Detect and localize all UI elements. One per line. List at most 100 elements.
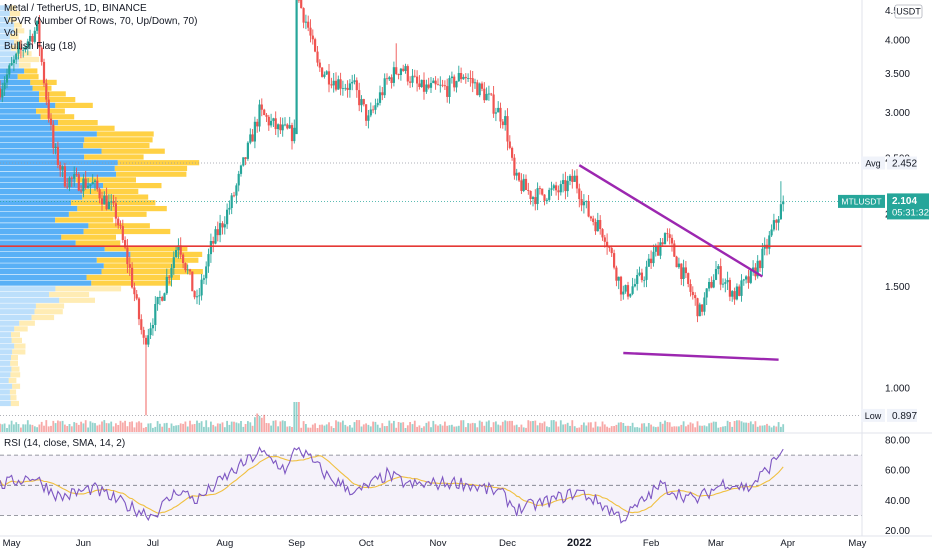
volume-bar: [274, 420, 277, 432]
time-axis[interactable]: May Jun Jul Aug Sep Oct Nov Dec 2022 Feb Mar Apr May: [0, 535, 932, 549]
volume-bar: [654, 427, 657, 432]
time-tick-label: Aug: [216, 538, 233, 549]
candle-body: [684, 267, 687, 274]
volume-bar: [13, 424, 15, 432]
avg-value: 2.452: [892, 159, 917, 170]
chart-legend[interactable]: Metal / TetherUS, 1D, BINANCE VPVR (Numb…: [4, 3, 197, 53]
vp-row-down: [36, 108, 65, 114]
candle-body: [327, 71, 331, 85]
volume-bar: [652, 426, 655, 432]
candle-body: [260, 104, 263, 110]
candle-body: [624, 285, 627, 292]
volume-bar: [307, 427, 310, 432]
vol-label[interactable]: Vol: [4, 28, 18, 40]
candle-body: [131, 267, 134, 288]
volume-bar: [89, 421, 92, 432]
volume-bar: [643, 423, 646, 432]
volume-bar: [490, 427, 493, 432]
candle-body: [756, 260, 759, 277]
candle-body: [300, 0, 303, 9]
candle-body: [307, 21, 310, 28]
volume-bar: [705, 426, 708, 432]
candle-body: [221, 223, 224, 228]
candle-body: [124, 240, 127, 248]
candle-body: [439, 84, 442, 86]
price-axis[interactable]: 1.0001.5002.0002.5003.0003.5004.0004.500…: [838, 0, 929, 537]
volume-bar: [698, 425, 701, 432]
vp-row-up: [0, 154, 85, 160]
candle-body: [710, 282, 713, 288]
candle-body: [712, 279, 715, 288]
currency-badge[interactable]: USDT: [894, 4, 923, 19]
candle-body: [518, 172, 521, 181]
candle-body: [237, 173, 240, 186]
candle-body: [302, 8, 305, 23]
volume-bar: [170, 423, 173, 432]
candle-body: [341, 88, 344, 89]
symbol-title[interactable]: Metal / TetherUS, 1D, BINANCE: [4, 3, 147, 14]
vp-row-down: [49, 291, 90, 298]
volume-bar: [552, 420, 555, 432]
volume-bar: [258, 415, 261, 432]
volume-bar: [532, 421, 534, 432]
candle-body: [768, 235, 771, 249]
volume-bar: [682, 421, 685, 432]
candle-body: [494, 112, 497, 114]
candle-body: [209, 241, 212, 255]
volume-bar: [548, 427, 551, 432]
volume-bar: [476, 427, 479, 432]
volume-bar: [629, 426, 632, 432]
volume-bar: [566, 422, 569, 432]
candle-body: [682, 267, 685, 279]
volume-bar: [24, 424, 27, 432]
vp-row-up: [0, 280, 92, 286]
volume-bar: [457, 425, 460, 432]
candle-body: [455, 81, 458, 88]
vp-row-up: [0, 28, 14, 34]
volume-bar: [444, 421, 446, 432]
candle-body: [696, 298, 699, 317]
volume-bar: [657, 426, 659, 432]
volume-bar: [235, 422, 238, 432]
candle-body: [689, 284, 692, 292]
candle-body: [348, 83, 351, 90]
volume-bar: [379, 427, 381, 432]
candle-body: [177, 245, 180, 250]
vp-row-down: [14, 28, 25, 34]
candle-body: [24, 46, 27, 50]
volume-bar: [233, 421, 235, 432]
volume-bar: [710, 422, 713, 432]
volume-bar: [446, 425, 449, 432]
rsi-legend[interactable]: RSI (14, close, SMA, 14, 2): [4, 438, 126, 449]
volume-bar: [108, 423, 110, 432]
symbol-badge-box: [838, 194, 885, 208]
vp-row-up: [0, 45, 11, 51]
volume-bar: [328, 422, 330, 432]
volume-bar: [717, 427, 720, 432]
candle-body: [772, 220, 775, 230]
vp-row-up: [0, 91, 39, 97]
drawings[interactable]: [0, 164, 862, 361]
vpvr-label[interactable]: VPVR (Number Of Rows, 70, Up/Down, 70): [4, 15, 198, 27]
candle-body: [538, 188, 541, 189]
volume-bar: [712, 421, 715, 432]
volume-bar: [608, 427, 611, 432]
candle-body: [246, 142, 249, 159]
candle-body: [568, 175, 572, 181]
vp-row-down: [19, 320, 35, 326]
volume-bar: [694, 427, 697, 432]
volume-bar: [731, 426, 734, 432]
candle-body: [782, 201, 785, 205]
pattern-label[interactable]: Bullish Flag (18): [4, 40, 77, 52]
candle-body: [619, 276, 623, 295]
vp-row-up: [0, 326, 15, 332]
candle-body: [149, 328, 152, 336]
volume-bar: [752, 424, 754, 432]
volume-bar: [738, 420, 741, 432]
candle-body: [277, 124, 280, 130]
candle-body: [117, 218, 120, 226]
vp-row-down: [96, 131, 154, 137]
vp-row-up: [0, 309, 35, 315]
